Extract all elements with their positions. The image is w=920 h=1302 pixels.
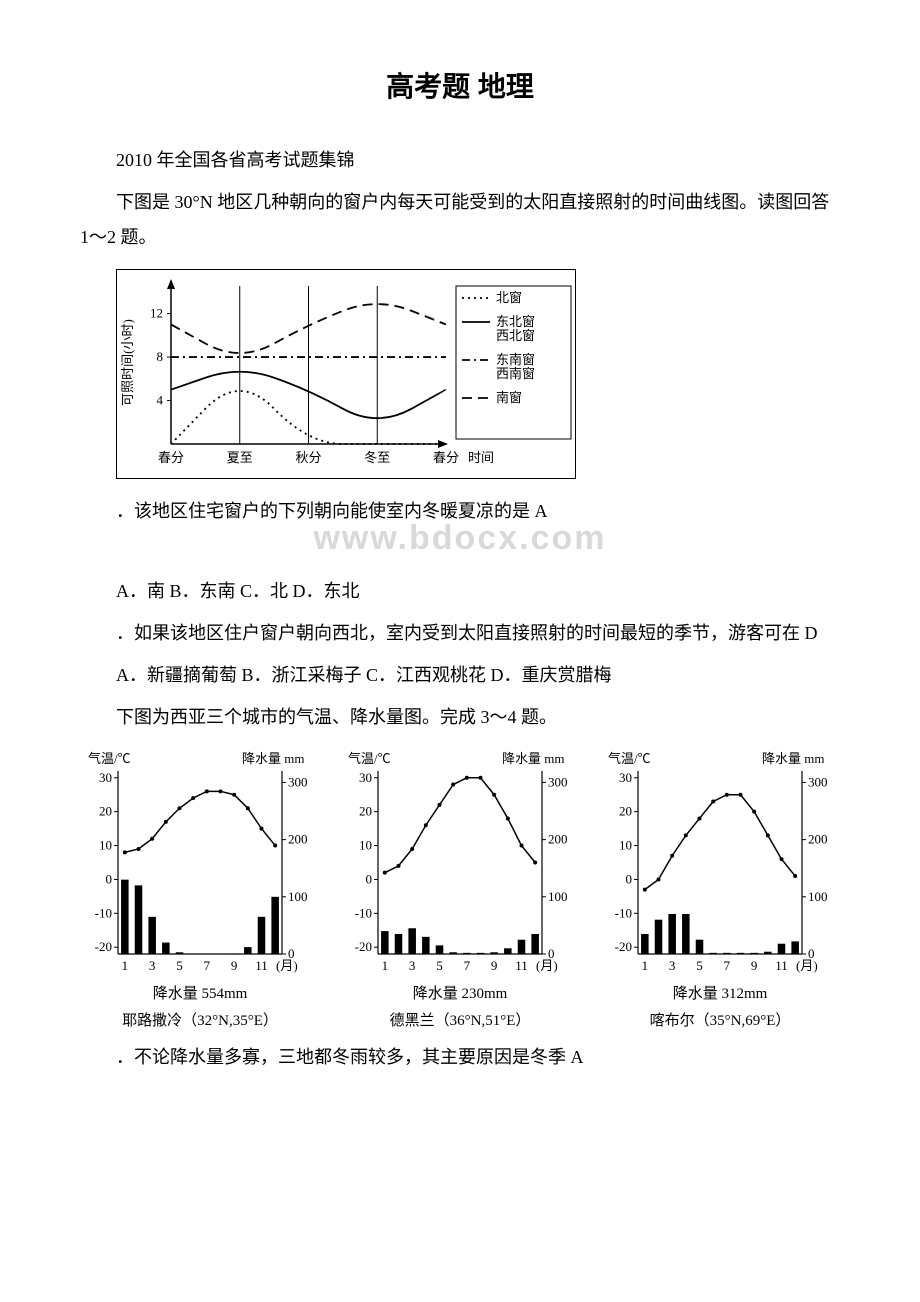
svg-text:300: 300	[288, 775, 308, 790]
svg-text:100: 100	[288, 889, 308, 904]
svg-text:100: 100	[808, 889, 828, 904]
svg-text:1: 1	[122, 958, 129, 973]
svg-text:-10: -10	[95, 906, 112, 921]
svg-text:-10: -10	[355, 906, 372, 921]
svg-text:100: 100	[548, 889, 568, 904]
svg-text:20: 20	[99, 804, 112, 819]
svg-text:降水量 mm: 降水量 mm	[762, 751, 824, 766]
precip-total-3: 降水量 312mm	[600, 983, 840, 1006]
precip-total-2: 降水量 230mm	[340, 983, 580, 1006]
svg-text:1: 1	[642, 958, 649, 973]
svg-text:5: 5	[436, 958, 443, 973]
svg-text:300: 300	[548, 775, 568, 790]
svg-text:300: 300	[808, 775, 828, 790]
q2-text: ．如果该地区住户窗户朝向西北，室内受到太阳直接照射的时间最短的季节，游客可在 D	[80, 616, 840, 650]
svg-text:11: 11	[775, 958, 788, 973]
svg-text:200: 200	[288, 832, 308, 847]
q34-intro: 下图为西亚三个城市的气温、降水量图。完成 3～4 题。	[80, 700, 840, 734]
svg-text:200: 200	[548, 832, 568, 847]
q3-text: ．不论降水量多寡，三地都冬雨较多，其主要原因是冬季 A	[80, 1040, 840, 1074]
svg-text:夏至: 夏至	[227, 450, 253, 465]
svg-text:5: 5	[176, 958, 183, 973]
svg-text:5: 5	[696, 958, 703, 973]
svg-text:10: 10	[619, 838, 632, 853]
svg-text:10: 10	[99, 838, 112, 853]
svg-text:7: 7	[204, 958, 211, 973]
svg-text:南窗: 南窗	[496, 390, 522, 405]
svg-text:1: 1	[382, 958, 389, 973]
svg-text:(月): (月)	[276, 958, 298, 973]
svg-text:11: 11	[515, 958, 528, 973]
svg-text:4: 4	[157, 392, 164, 407]
svg-text:11: 11	[255, 958, 268, 973]
svg-text:7: 7	[724, 958, 731, 973]
city-name-2: 德黑兰（36°N,51°E）	[340, 1010, 580, 1033]
svg-text:3: 3	[409, 958, 416, 973]
window-sunlight-chart: 4812可照时间(小时)春分夏至秋分冬至春分时间北窗东北窗西北窗东南窗西南窗南窗	[116, 269, 576, 479]
climate-chart-3: 气温/℃降水量 mm-20-10010203001002003001357911…	[600, 749, 840, 1032]
climograph-tehran: 气温/℃降水量 mm-20-10010203001002003001357911…	[340, 749, 580, 979]
svg-text:-20: -20	[615, 940, 632, 955]
city-name-1: 耶路撒冷（32°N,35°E）	[80, 1010, 320, 1033]
svg-text:(月): (月)	[536, 958, 558, 973]
svg-text:9: 9	[751, 958, 758, 973]
svg-text:春分: 春分	[433, 450, 459, 465]
svg-text:气温/℃: 气温/℃	[608, 751, 651, 766]
svg-text:7: 7	[464, 958, 471, 973]
svg-text:20: 20	[619, 804, 632, 819]
city-name-3: 喀布尔（35°N,69°E）	[600, 1010, 840, 1033]
svg-text:0: 0	[366, 872, 373, 887]
svg-text:3: 3	[149, 958, 156, 973]
q2-options: A．新疆摘葡萄 B．浙江采梅子 C．江西观桃花 D．重庆赏腊梅	[80, 658, 840, 692]
svg-text:北窗: 北窗	[496, 290, 522, 305]
svg-text:西南窗: 西南窗	[496, 366, 535, 381]
svg-text:12: 12	[150, 305, 163, 320]
svg-text:200: 200	[808, 832, 828, 847]
svg-text:10: 10	[359, 838, 372, 853]
svg-text:冬至: 冬至	[364, 450, 390, 465]
svg-text:可照时间(小时): 可照时间(小时)	[120, 319, 135, 406]
chart1-container: 4812可照时间(小时)春分夏至秋分冬至春分时间北窗东北窗西北窗东南窗西南窗南窗	[116, 269, 840, 479]
svg-text:-20: -20	[95, 940, 112, 955]
svg-text:30: 30	[359, 770, 372, 785]
climograph-kabul: 气温/℃降水量 mm-20-10010203001002003001357911…	[600, 749, 840, 979]
svg-text:降水量 mm: 降水量 mm	[242, 751, 304, 766]
svg-text:30: 30	[619, 770, 632, 785]
svg-text:东南窗: 东南窗	[496, 352, 535, 367]
climate-chart-1: 气温/℃降水量 mm-20-10010203001002003001357911…	[80, 749, 320, 1032]
svg-text:9: 9	[491, 958, 498, 973]
climograph-jerusalem: 气温/℃降水量 mm-20-10010203001002003001357911…	[80, 749, 320, 979]
page-title: 高考题 地理	[80, 60, 840, 113]
svg-text:秋分: 秋分	[295, 450, 321, 465]
svg-text:3: 3	[669, 958, 676, 973]
svg-text:时间: 时间	[468, 450, 494, 465]
svg-text:春分: 春分	[158, 450, 184, 465]
svg-text:-10: -10	[615, 906, 632, 921]
svg-text:0: 0	[626, 872, 633, 887]
q1-options: A．南 B．东南 C．北 D．东北	[80, 574, 840, 608]
svg-text:9: 9	[231, 958, 238, 973]
svg-text:(月): (月)	[796, 958, 818, 973]
svg-text:降水量 mm: 降水量 mm	[502, 751, 564, 766]
climate-charts-row: 气温/℃降水量 mm-20-10010203001002003001357911…	[80, 749, 840, 1032]
svg-text:西北窗: 西北窗	[496, 328, 535, 343]
svg-text:30: 30	[99, 770, 112, 785]
climate-chart-2: 气温/℃降水量 mm-20-10010203001002003001357911…	[340, 749, 580, 1032]
intro-text: 2010 年全国各省高考试题集锦	[80, 143, 840, 177]
svg-text:0: 0	[106, 872, 113, 887]
svg-text:气温/℃: 气温/℃	[348, 751, 391, 766]
precip-total-1: 降水量 554mm	[80, 983, 320, 1006]
svg-text:20: 20	[359, 804, 372, 819]
svg-text:-20: -20	[355, 940, 372, 955]
q12-intro: 下图是 30°N 地区几种朝向的窗户内每天可能受到的太阳直接照射的时间曲线图。读…	[80, 185, 840, 253]
svg-text:东北窗: 东北窗	[496, 314, 535, 329]
svg-text:8: 8	[157, 349, 164, 364]
svg-text:气温/℃: 气温/℃	[88, 751, 131, 766]
q1-text: ．该地区住宅窗户的下列朝向能使室内冬暖夏凉的是 A	[80, 494, 840, 528]
